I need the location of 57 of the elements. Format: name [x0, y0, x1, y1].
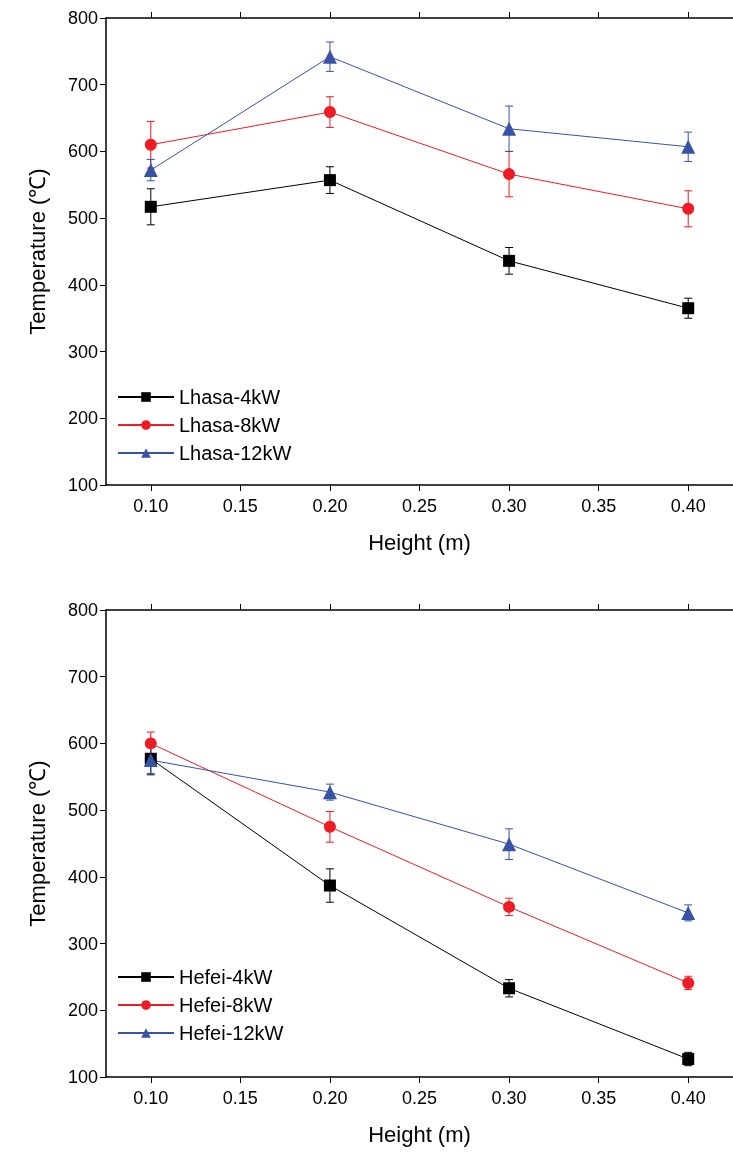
point: [682, 202, 695, 215]
y-axis-title: Temperature (℃): [24, 760, 50, 927]
point: [502, 837, 517, 852]
x-tick-label: 0.40: [670, 1088, 706, 1108]
point: [323, 174, 336, 187]
y-tick-label: 700: [67, 74, 98, 95]
point: [503, 168, 516, 181]
x-tick-label: 0.20: [312, 1088, 348, 1108]
y-axis-title: Temperature (℃): [24, 168, 50, 335]
x-tick-label: 0.40: [670, 496, 706, 516]
y-tick-label: 300: [67, 341, 98, 362]
point: [502, 121, 517, 136]
point: [323, 820, 336, 833]
x-tick-label: 0.25: [401, 1088, 438, 1108]
y-tick-label: 500: [67, 208, 98, 229]
point: [144, 200, 157, 213]
x-axis-title: Height (m): [368, 529, 471, 555]
legend-label: Lhasa-12kW: [179, 442, 292, 464]
x-tick-label: 0.30: [491, 496, 527, 516]
y-tick-label: 600: [67, 733, 98, 754]
point: [143, 163, 158, 178]
point: [323, 106, 336, 119]
legend-label: Hefei-8kW: [179, 994, 273, 1016]
legend-label: Lhasa-4kW: [179, 386, 281, 408]
x-tick-label: 0.10: [133, 496, 169, 516]
y-tick-label: 800: [67, 600, 98, 620]
y-tick-label: 200: [67, 1000, 98, 1021]
point: [681, 139, 696, 154]
x-tick-label: 0.10: [133, 1088, 169, 1108]
y-tick-label: 200: [67, 408, 98, 429]
y-tick-label: 100: [67, 475, 98, 495]
point: [323, 879, 336, 892]
x-tick-label: 0.25: [401, 496, 438, 516]
point: [503, 900, 516, 913]
y-tick-label: 800: [67, 8, 98, 28]
y-tick-label: 300: [67, 933, 98, 954]
point: [144, 138, 157, 151]
y-tick-label: 100: [67, 1067, 98, 1087]
y-tick-label: 600: [67, 141, 98, 162]
point: [144, 737, 157, 750]
x-tick-label: 0.20: [312, 496, 348, 516]
x-tick-label: 0.35: [581, 1088, 617, 1108]
point: [503, 254, 516, 267]
point: [322, 49, 337, 64]
y-tick-label: 400: [67, 866, 98, 887]
y-tick-label: 400: [67, 274, 98, 295]
legend-label: Lhasa-8kW: [179, 414, 281, 436]
x-axis-title: Height (m): [368, 1121, 471, 1147]
x-tick-label: 0.35: [581, 496, 617, 516]
y-tick-label: 500: [67, 800, 98, 821]
x-tick-label: 0.15: [222, 1088, 258, 1108]
point: [682, 302, 695, 315]
legend-label: Hefei-12kW: [179, 1022, 284, 1044]
legend-label: Hefei-4kW: [179, 966, 273, 988]
x-tick-label: 0.15: [222, 496, 258, 516]
x-tick-label: 0.30: [491, 1088, 527, 1108]
y-tick-label: 700: [67, 666, 98, 687]
